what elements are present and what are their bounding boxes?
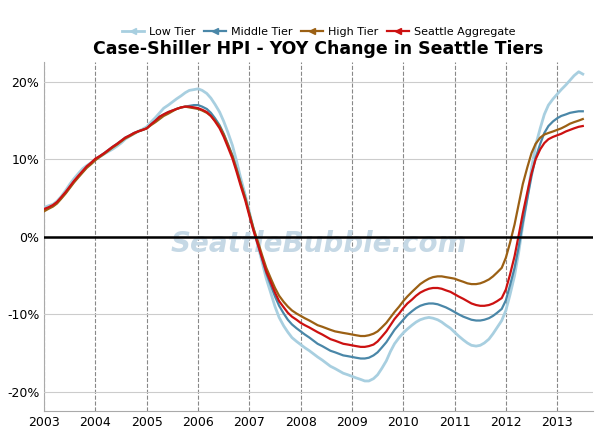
- Text: SeattleBubble.com: SeattleBubble.com: [170, 230, 467, 258]
- Legend: Low Tier, Middle Tier, High Tier, Seattle Aggregate: Low Tier, Middle Tier, High Tier, Seattl…: [118, 23, 520, 41]
- Title: Case-Shiller HPI - YOY Change in Seattle Tiers: Case-Shiller HPI - YOY Change in Seattle…: [94, 40, 544, 58]
